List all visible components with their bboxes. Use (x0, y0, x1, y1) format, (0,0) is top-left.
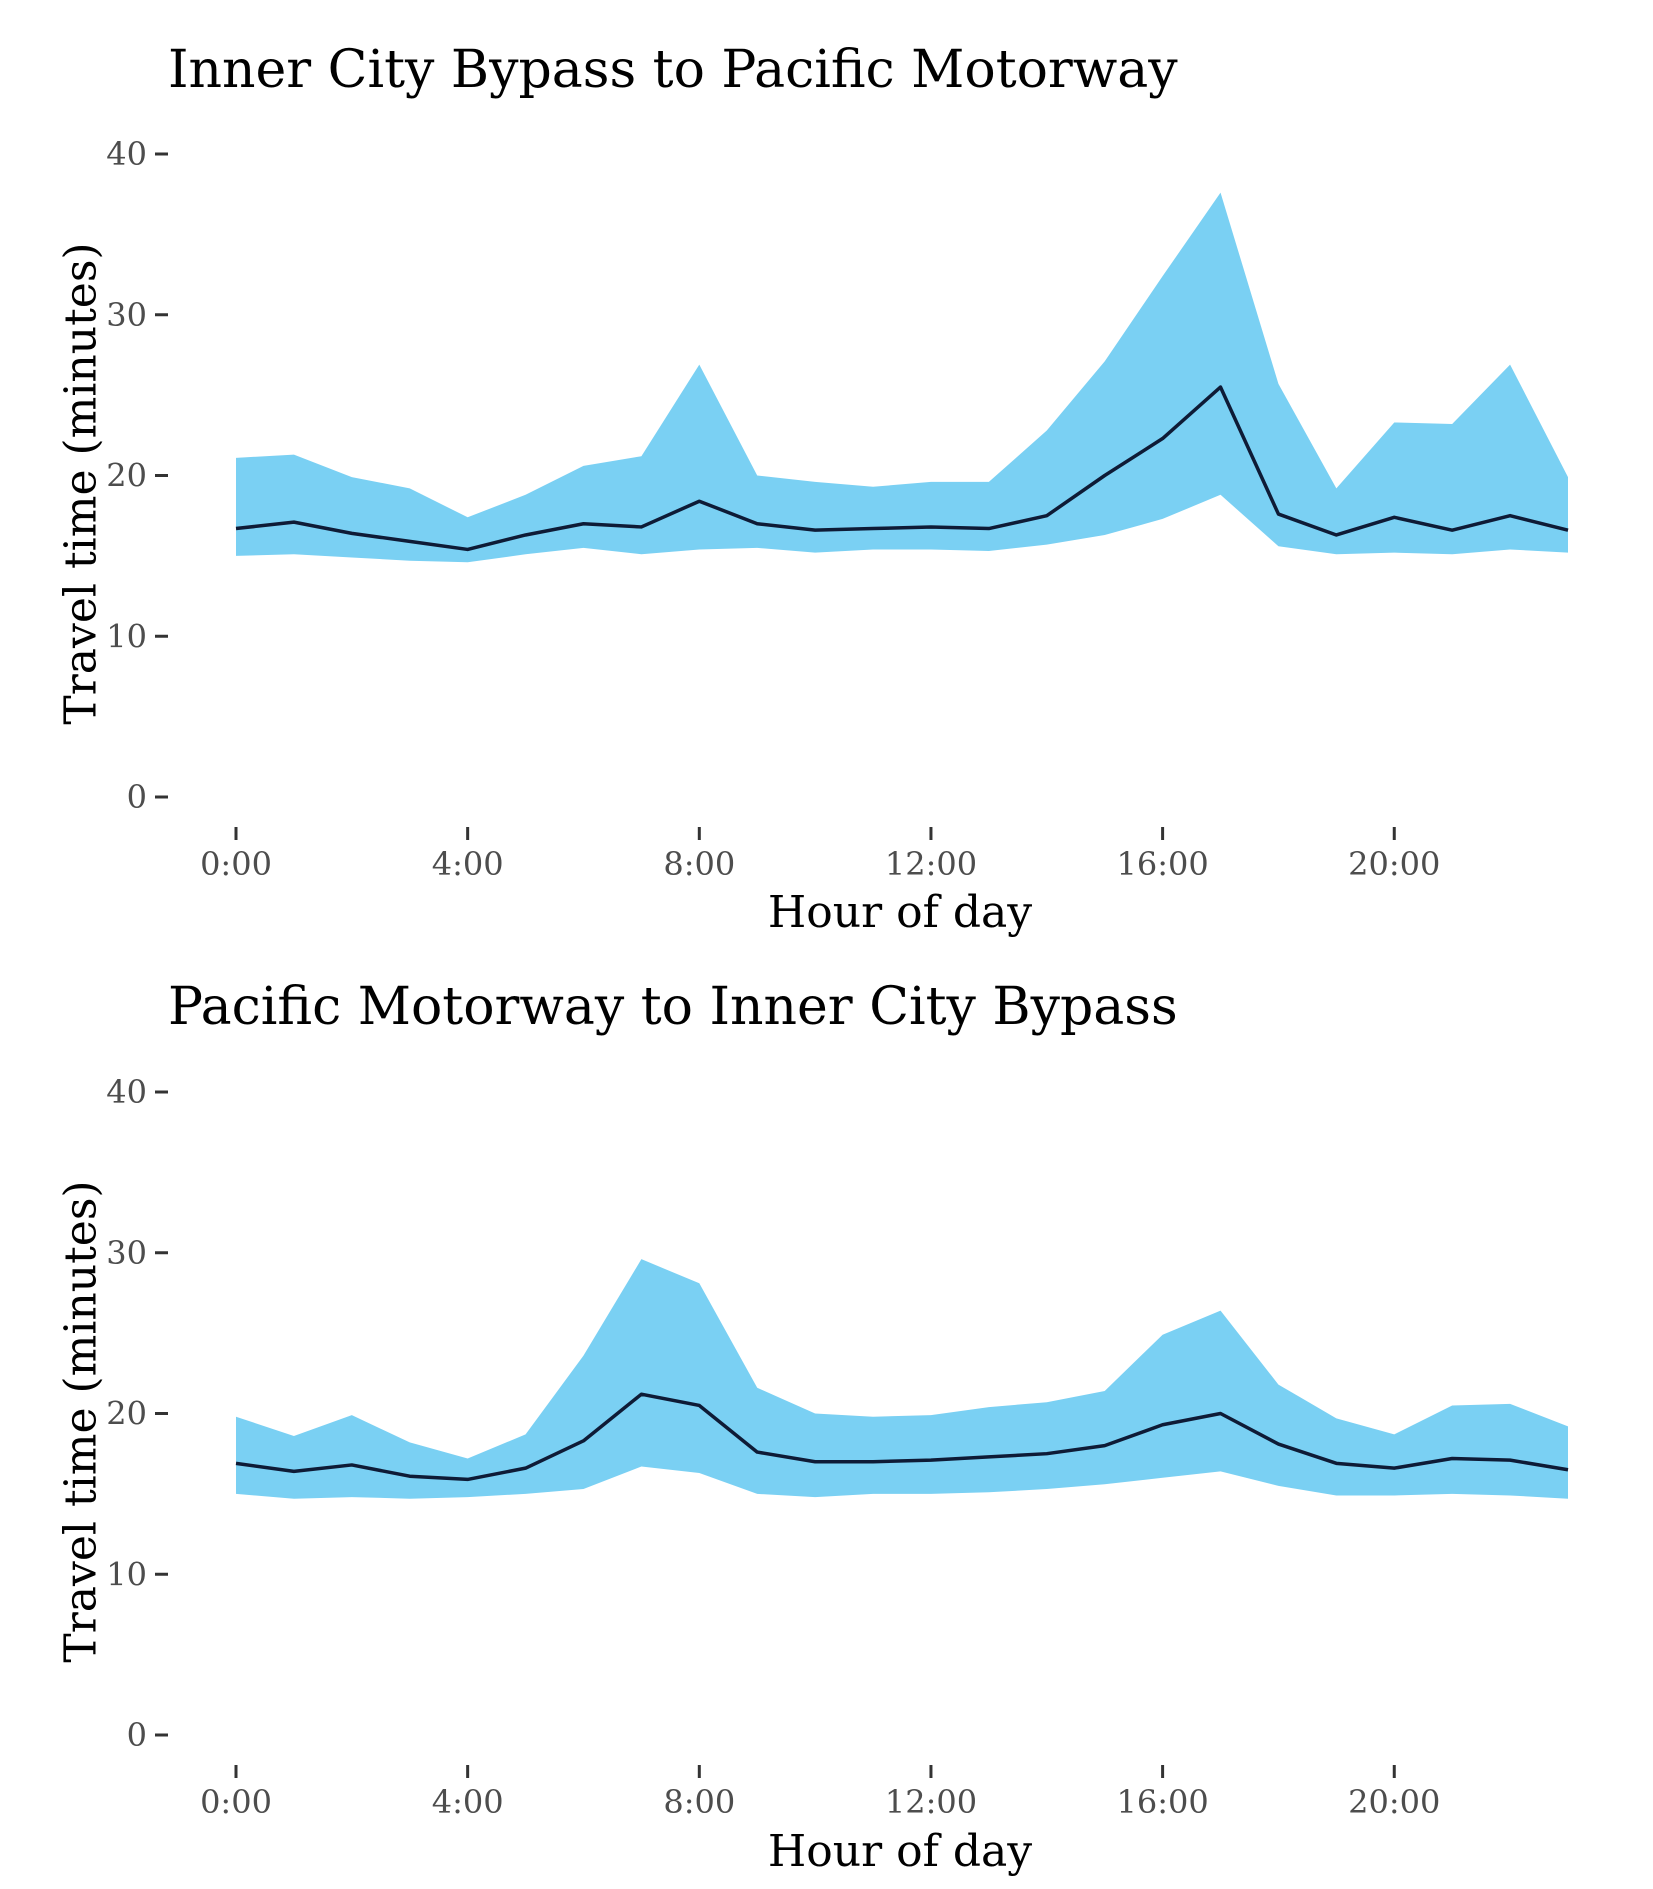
median-travel-time-line (235, 385, 1569, 552)
x-tick-label: 0:00 (200, 1783, 272, 1821)
median-travel-time-line (235, 1392, 1569, 1482)
y-axis-label: Travel time (minutes) (56, 1180, 107, 1662)
x-tick-label: 4:00 (432, 1783, 504, 1821)
x-tick-label: 4:00 (432, 845, 504, 883)
y-tick-label: 30 (106, 1234, 147, 1272)
x-tick-label: 20:00 (1348, 845, 1440, 883)
chart-title: Inner City Bypass to Pacific Motorway (168, 40, 1178, 100)
y-tick-label: 0 (127, 1716, 147, 1754)
x-tick-label: 8:00 (663, 845, 735, 883)
y-tick-label: 40 (106, 1073, 147, 1111)
x-tick-label: 0:00 (200, 845, 272, 883)
x-tick-label: 20:00 (1348, 1783, 1440, 1821)
x-tick-label: 8:00 (663, 1783, 735, 1821)
y-tick-label: 40 (106, 135, 147, 173)
y-tick-label: 10 (106, 1555, 147, 1593)
y-tick-label: 30 (106, 296, 147, 334)
x-tick-label: 12:00 (885, 1783, 977, 1821)
chart-title: Pacific Motorway to Inner City Bypass (168, 977, 1178, 1037)
y-axis-label: Travel time (minutes) (56, 242, 107, 724)
y-tick-label: 10 (106, 617, 147, 655)
x-tick-label: 16:00 (1116, 845, 1208, 883)
chart-panel-2: Pacific Motorway to Inner City Bypass 0 10… (56, 977, 1569, 1877)
x-tick-label: 16:00 (1116, 1783, 1208, 1821)
x-axis-label: Hour of day (768, 1826, 1032, 1877)
y-tick-label: 20 (106, 1395, 147, 1433)
travel-time-band (236, 1259, 1568, 1499)
y-tick-label: 20 (106, 457, 147, 495)
y-tick-label: 0 (127, 778, 147, 816)
chart-panel-1: Inner City Bypass to Pacific Motorway 0 10… (56, 40, 1569, 938)
x-tick-label: 12:00 (885, 845, 977, 883)
travel-time-band (236, 192, 1568, 563)
x-axis-label: Hour of day (768, 887, 1032, 938)
